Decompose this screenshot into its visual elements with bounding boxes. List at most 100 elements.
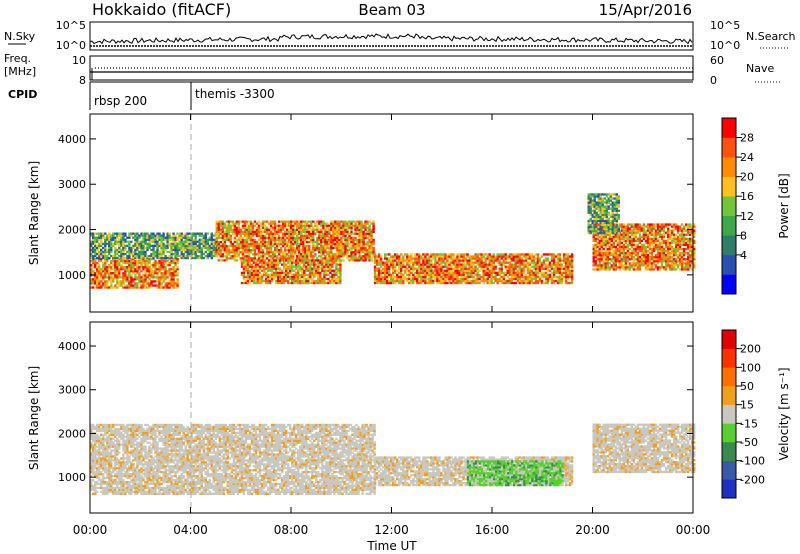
power-cell (118, 282, 121, 285)
power-cell (470, 279, 473, 283)
power-cell (274, 273, 278, 276)
power-cell (488, 275, 491, 279)
power-cell (223, 259, 227, 262)
power-cell (269, 232, 273, 235)
power-cell (227, 249, 231, 252)
power-cell (319, 275, 322, 279)
power-cell (644, 256, 648, 259)
power-cell (251, 232, 255, 235)
power-cell (606, 262, 609, 265)
power-cell (336, 244, 339, 248)
power-cell (164, 254, 167, 258)
power-cell (340, 238, 343, 242)
power-cell (118, 248, 121, 252)
power-cell (486, 265, 489, 268)
power-cell (114, 256, 117, 260)
power-cell (632, 237, 636, 240)
power-cell (150, 232, 153, 235)
power-cell (200, 256, 203, 260)
power-cell (112, 278, 115, 281)
power-cell (132, 236, 135, 239)
power-cell (614, 266, 617, 269)
power-cell (186, 238, 189, 241)
power-cell (170, 236, 173, 239)
power-cell (432, 265, 435, 268)
power-cell (468, 263, 471, 266)
power-cell (118, 250, 121, 254)
power-cell (412, 265, 415, 268)
power-cell (208, 244, 211, 247)
power-cell (249, 224, 253, 227)
power-cell (522, 259, 526, 262)
power-cell (239, 240, 243, 244)
power-cell (287, 271, 290, 274)
power-cell (227, 251, 231, 254)
power-cell (452, 281, 455, 285)
power-cell (418, 281, 421, 285)
power-cell (646, 249, 650, 253)
power-cell (221, 244, 225, 248)
power-cell (304, 238, 307, 242)
power-cell (259, 240, 263, 244)
power-cell (338, 255, 341, 258)
power-cell (124, 234, 127, 237)
power-cell (244, 281, 248, 285)
power-cell (334, 224, 337, 227)
power-cell (600, 249, 603, 253)
power-cell (608, 254, 611, 257)
power-cell (488, 281, 491, 285)
power-cell (160, 264, 163, 267)
power-cell (658, 266, 662, 269)
power-cell (592, 256, 595, 259)
power-cell (156, 261, 159, 265)
power-cell (178, 234, 181, 237)
power-cell (498, 263, 501, 266)
power-cell (94, 242, 97, 245)
power-cell (418, 265, 421, 268)
power-cell (96, 286, 99, 289)
power-cell (136, 259, 139, 263)
power-cell (446, 275, 449, 279)
power-cell (154, 270, 157, 273)
power-cell (476, 273, 479, 276)
power-cell (319, 281, 322, 285)
power-cell (242, 275, 246, 279)
power-cell (242, 259, 246, 262)
power-cell (662, 235, 666, 238)
power-cell (656, 247, 660, 251)
power-cell (428, 255, 431, 258)
power-cell (277, 238, 281, 242)
power-cell (304, 234, 307, 237)
power-cell (316, 220, 319, 223)
power-cell (490, 273, 493, 276)
power-cell (258, 267, 262, 270)
power-cell (237, 247, 241, 250)
power-cell (634, 229, 638, 232)
power-cell (309, 275, 312, 279)
power-cell (634, 235, 638, 238)
power-cell (288, 220, 291, 223)
power-cell (267, 234, 271, 237)
power-cell (304, 226, 307, 229)
power-cell (274, 265, 278, 268)
power-cell (364, 249, 367, 252)
power-cell (266, 261, 270, 264)
power-cell (416, 261, 419, 264)
power-cell (122, 238, 125, 241)
power-cell (335, 279, 338, 283)
power-cell (260, 279, 264, 283)
power-cell (158, 278, 161, 281)
power-cell (116, 261, 119, 265)
power-cell (478, 265, 481, 268)
power-cell (510, 263, 513, 266)
power-cell (255, 230, 259, 233)
power-cell (360, 224, 363, 227)
power-cell (190, 232, 193, 235)
power-cell (271, 255, 275, 258)
power-cell (372, 222, 375, 225)
power-cell (136, 252, 139, 256)
power-cell (644, 264, 648, 267)
power-cell (462, 255, 465, 258)
power-cell (594, 252, 597, 255)
power-cell (480, 257, 483, 260)
